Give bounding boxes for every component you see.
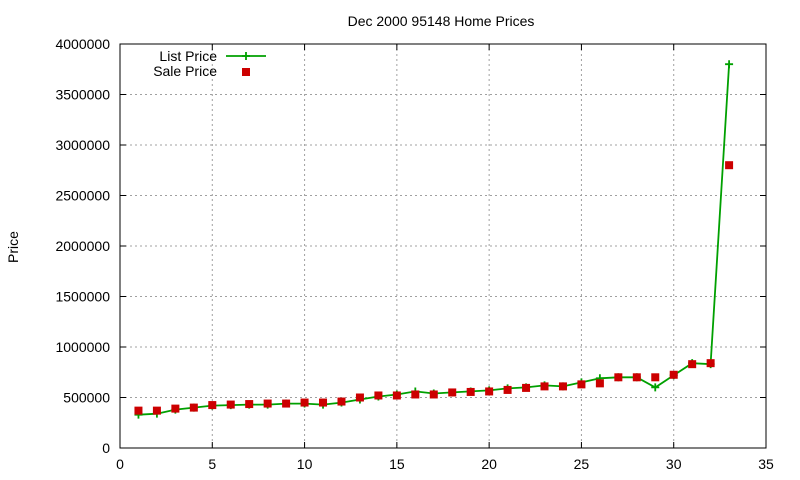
y-tick-label: 500000	[63, 390, 110, 406]
sale-price-point	[152, 406, 161, 415]
y-tick-label: 2500000	[55, 188, 110, 204]
sale-price-point	[632, 373, 641, 382]
sale-price-point	[355, 393, 364, 402]
sale-price-point	[448, 388, 457, 397]
chart-title: Dec 2000 95148 Home Prices	[348, 13, 535, 29]
y-tick-label: 3000000	[55, 137, 110, 153]
series-layer	[134, 60, 734, 419]
sale-price-point	[189, 403, 198, 412]
sale-price-point	[688, 360, 697, 369]
grid-lines	[120, 44, 766, 448]
sale-price-point	[429, 390, 438, 399]
sale-price-point	[337, 397, 346, 406]
y-tick-label: 3500000	[55, 87, 110, 103]
legend: List Price Sale Price	[153, 48, 266, 79]
sale-price-point	[263, 399, 272, 408]
y-tick-label: 1000000	[55, 339, 110, 355]
sale-price-point	[485, 387, 494, 396]
sale-price-point	[522, 383, 531, 392]
legend-marker-list-price	[242, 52, 250, 60]
sale-price-point	[614, 373, 623, 382]
sale-price-point	[725, 161, 734, 170]
sale-price-point	[392, 391, 401, 400]
series-line-list-price	[138, 64, 730, 416]
sale-price-point	[208, 401, 217, 410]
x-tick-label: 15	[389, 456, 405, 472]
sale-price-point	[540, 382, 549, 391]
y-axis-label: Price	[5, 231, 21, 263]
sale-price-point	[411, 390, 420, 399]
x-tick-label: 5	[208, 456, 216, 472]
sale-price-point	[171, 404, 180, 413]
sale-price-point	[706, 359, 715, 368]
legend-label-sale-price: Sale Price	[153, 63, 217, 79]
sale-price-point	[466, 387, 475, 396]
sale-price-point	[577, 380, 586, 389]
sale-price-point	[319, 398, 328, 407]
x-tick-label: 25	[574, 456, 590, 472]
sale-price-point	[503, 385, 512, 394]
x-tick-label: 35	[758, 456, 774, 472]
x-tick-label: 10	[297, 456, 313, 472]
sale-price-point	[558, 382, 567, 391]
legend-label-list-price: List Price	[159, 48, 217, 64]
sale-price-point	[669, 370, 678, 379]
sale-price-point	[300, 398, 309, 407]
axis-ticks: 0 5 10 15 20 25 30 35 0 500000 1000000 1500000 20000…	[55, 36, 774, 472]
list-price-point	[651, 383, 660, 392]
sale-price-point	[134, 406, 143, 415]
sale-price-point	[651, 373, 660, 382]
y-tick-label: 0	[102, 440, 110, 456]
y-tick-label: 2000000	[55, 238, 110, 254]
sale-price-point	[595, 379, 604, 388]
sale-price-point	[282, 399, 291, 408]
x-tick-label: 0	[116, 456, 124, 472]
list-price-point	[725, 60, 734, 69]
x-tick-label: 20	[481, 456, 497, 472]
x-tick-label: 30	[666, 456, 682, 472]
sale-price-point	[226, 400, 235, 409]
sale-price-point	[374, 391, 383, 400]
sale-price-point	[245, 400, 254, 409]
y-tick-label: 1500000	[55, 289, 110, 305]
legend-marker-sale-price	[242, 68, 250, 76]
y-tick-label: 4000000	[55, 36, 110, 52]
